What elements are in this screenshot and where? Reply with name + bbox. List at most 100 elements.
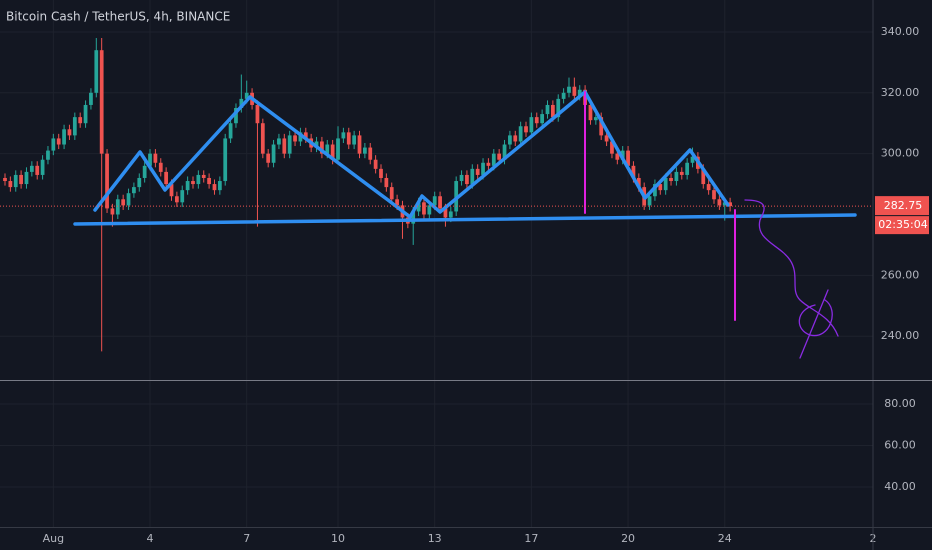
- y-tick-label: 320.00: [881, 86, 920, 99]
- candle-body: [658, 184, 663, 191]
- candle-body: [191, 181, 195, 185]
- candle-body: [346, 132, 351, 145]
- candle-body: [443, 208, 448, 218]
- candle-body: [271, 144, 276, 163]
- candle-body: [228, 123, 233, 139]
- candle-body: [540, 114, 545, 124]
- candle-body: [24, 171, 29, 185]
- candle-body: [669, 177, 673, 182]
- countdown-label: 02:35:04: [878, 218, 927, 231]
- candle-body: [513, 135, 518, 142]
- candle-body: [244, 92, 249, 99]
- candle-body: [561, 92, 566, 99]
- candle-body: [132, 187, 136, 194]
- candle-body: [110, 208, 115, 215]
- candle-body: [465, 174, 469, 185]
- candle-body: [51, 138, 56, 151]
- candle-body: [416, 202, 421, 212]
- x-tick-label: 24: [718, 532, 732, 545]
- candle-body: [13, 174, 18, 188]
- candle-body: [217, 181, 222, 191]
- candle-body: [8, 181, 13, 188]
- candle-body: [712, 190, 716, 200]
- candle-body: [626, 150, 630, 166]
- candle-body: [72, 117, 77, 136]
- candle-body: [153, 153, 158, 163]
- candle-body: [287, 135, 292, 154]
- last-price-box: [875, 196, 929, 216]
- candle-body: [330, 144, 335, 160]
- candle-body: [690, 156, 695, 163]
- candle-body: [577, 89, 582, 96]
- candle-body: [19, 174, 23, 185]
- y-tick-label: 300.00: [881, 147, 920, 160]
- x-tick-label: 13: [428, 532, 442, 545]
- candle-body: [293, 135, 297, 142]
- candle-body: [266, 153, 271, 163]
- candle-body: [368, 147, 373, 160]
- candle-body: [325, 144, 330, 154]
- candle-body: [164, 171, 169, 185]
- y2-tick-label: 80.00: [884, 397, 916, 410]
- candle-body: [454, 181, 459, 212]
- candle-body: [362, 147, 367, 154]
- candle-body: [636, 177, 641, 188]
- candle-body: [508, 135, 512, 145]
- chart-title: Bitcoin Cash / TetherUS, 4h, BINANCE: [6, 10, 230, 24]
- candle-body: [142, 165, 147, 178]
- candle-body: [94, 50, 99, 93]
- candle-body: [593, 117, 598, 121]
- candle-body: [481, 162, 485, 175]
- candle-body: [3, 177, 7, 182]
- candle-body: [701, 168, 706, 185]
- candle-body: [550, 104, 555, 118]
- candle-body: [212, 184, 217, 191]
- y-tick-label: 240.00: [881, 329, 920, 342]
- x-tick-label: 17: [524, 532, 538, 545]
- candle-body: [389, 187, 394, 200]
- candle-body: [379, 168, 383, 178]
- candle-body: [46, 150, 50, 160]
- candle-body: [336, 138, 340, 160]
- candle-body: [29, 165, 34, 172]
- candle-body: [174, 196, 179, 203]
- y-tick-label: 260.00: [881, 268, 920, 281]
- candle-body: [610, 141, 614, 154]
- candle-body: [491, 153, 496, 166]
- candle-body: [89, 92, 93, 105]
- candle-body: [298, 132, 303, 142]
- candle-body: [35, 165, 40, 175]
- candle-body: [567, 86, 571, 93]
- last-price-label: 282.75: [884, 199, 923, 212]
- candle-body: [126, 193, 131, 206]
- candle-body: [572, 86, 577, 96]
- candle-body: [255, 104, 260, 124]
- pattern-line: [93, 90, 730, 219]
- candle-body: [728, 202, 733, 207]
- candle-body: [121, 199, 126, 206]
- candle-body: [352, 135, 357, 145]
- candle-body: [357, 135, 362, 154]
- candle-body: [615, 153, 620, 160]
- candle-body: [207, 177, 211, 185]
- candle-body: [395, 199, 399, 206]
- candle-body: [663, 177, 668, 191]
- candle-body: [534, 117, 539, 124]
- candle-body: [475, 168, 480, 175]
- candle-body: [169, 184, 174, 197]
- candle-body: [303, 132, 308, 139]
- candle-body: [588, 104, 593, 121]
- candle-body: [78, 117, 83, 124]
- candle-body: [99, 50, 104, 154]
- candle-body: [196, 174, 201, 185]
- candle-body: [105, 153, 109, 209]
- candle-body: [545, 104, 550, 115]
- y2-tick-label: 40.00: [884, 480, 916, 493]
- candle-body: [529, 117, 534, 133]
- candle-body: [653, 184, 657, 197]
- candle-body: [502, 144, 507, 160]
- candle-body: [599, 117, 604, 136]
- candle-body: [260, 123, 265, 154]
- candle-body: [448, 211, 453, 218]
